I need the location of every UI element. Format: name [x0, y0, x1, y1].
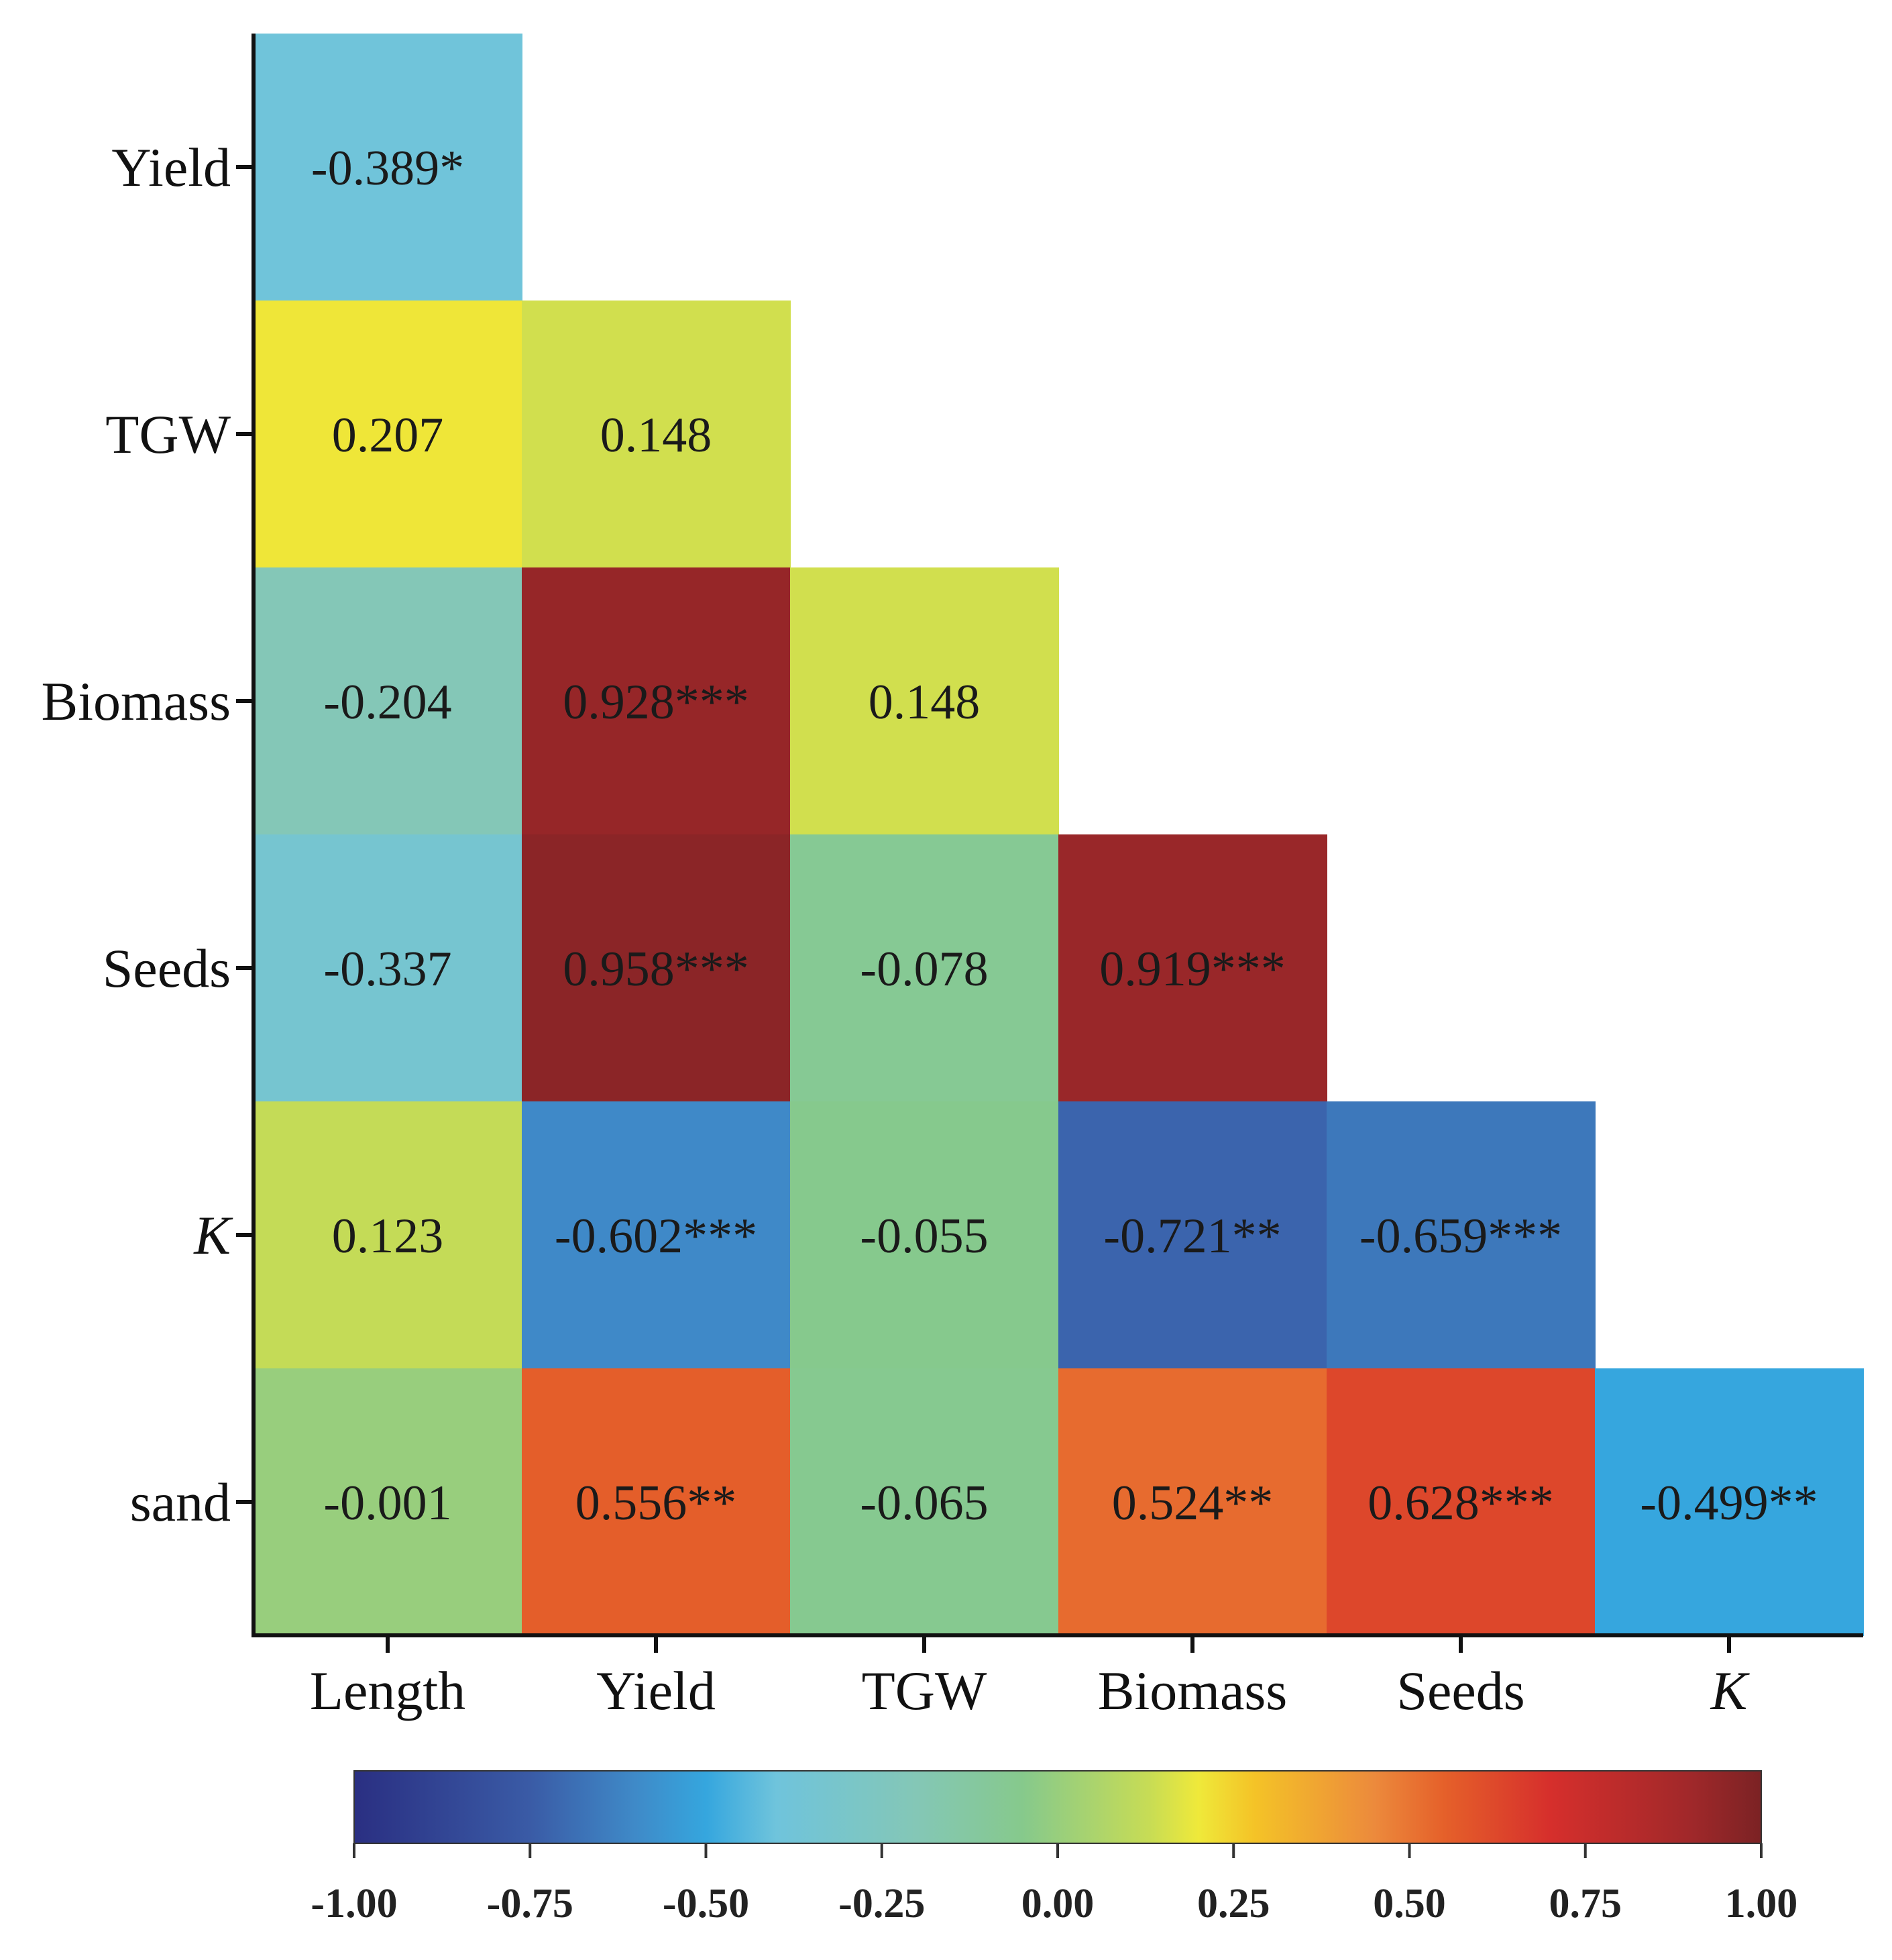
y-label-yield: Yield [111, 137, 231, 198]
colorbar-tick-label: 0.25 [1197, 1881, 1270, 1926]
cell-label-sand-biomass: 0.524** [1112, 1476, 1274, 1531]
cell-label-biomass-tgw: 0.148 [869, 675, 981, 730]
cell-label-yield-length: -0.389* [311, 141, 464, 196]
cell-label-tgw-length: 0.207 [332, 408, 444, 463]
cell-label-k-seeds: -0.659*** [1359, 1209, 1562, 1264]
colorbar-tick-label: 1.00 [1725, 1881, 1798, 1926]
cell-seeds-biomass [1058, 834, 1327, 1102]
cell-sand-k [1595, 1368, 1864, 1636]
cell-label-sand-length: -0.001 [323, 1476, 451, 1531]
cell-label-seeds-length: -0.337 [323, 942, 451, 997]
cell-biomass-length [254, 567, 522, 835]
colorbar-tick-label: 0.00 [1021, 1881, 1095, 1926]
cell-tgw-yield [522, 301, 791, 568]
cell-k-length [254, 1101, 522, 1369]
colorbar-tick-label: -0.25 [838, 1881, 925, 1926]
colorbar-tick-label: -0.75 [487, 1881, 573, 1926]
x-label-tgw: TGW [862, 1660, 987, 1721]
x-label-k: K [1710, 1660, 1750, 1721]
cell-label-k-tgw: -0.055 [860, 1209, 988, 1264]
axes [236, 34, 1863, 1653]
colorbar-tick-label: -0.50 [663, 1881, 749, 1926]
cell-yield-length [254, 34, 522, 301]
cell-label-k-length: 0.123 [332, 1209, 444, 1264]
cell-seeds-length [254, 834, 522, 1102]
cell-label-k-yield: -0.602*** [555, 1209, 757, 1264]
cell-sand-length [254, 1368, 522, 1636]
cell-sand-tgw [790, 1368, 1059, 1636]
cell-tgw-length [254, 301, 522, 568]
cell-k-seeds [1327, 1101, 1596, 1369]
cell-seeds-tgw [790, 834, 1059, 1102]
cell-label-biomass-length: -0.204 [323, 675, 451, 730]
cell-seeds-yield [522, 834, 791, 1102]
cell-k-biomass [1058, 1101, 1327, 1369]
y-label-k: K [193, 1205, 233, 1266]
cell-label-seeds-biomass: 0.919*** [1099, 942, 1286, 997]
cell-label-sand-tgw: -0.065 [860, 1476, 988, 1531]
cell-label-sand-yield: 0.556** [575, 1476, 737, 1531]
x-label-length: Length [310, 1660, 465, 1721]
cell-k-yield [522, 1101, 791, 1369]
colorbar-bar [353, 1770, 1762, 1844]
cell-label-k-biomass: -0.721** [1103, 1209, 1281, 1264]
y-label-sand: sand [130, 1472, 231, 1533]
cell-sand-biomass [1058, 1368, 1327, 1636]
colorbar-tick-label: 0.50 [1373, 1881, 1446, 1926]
cell-biomass-tgw [790, 567, 1059, 835]
cell-biomass-yield [522, 567, 791, 835]
y-label-biomass: Biomass [42, 671, 231, 732]
cell-sand-seeds [1327, 1368, 1596, 1636]
cell-label-tgw-yield: 0.148 [600, 408, 712, 463]
cell-sand-yield [522, 1368, 791, 1636]
colorbar: -1.00 -0.75 -0.50 -0.25 0.00 0.25 0.50 0.75 1.00 [311, 1770, 1798, 1926]
cell-label-sand-k: -0.499** [1640, 1476, 1818, 1531]
y-label-tgw: TGW [105, 404, 231, 465]
cell-label-seeds-tgw: -0.078 [860, 942, 988, 997]
cell-label-seeds-yield: 0.958*** [563, 942, 749, 997]
x-label-seeds: Seeds [1396, 1660, 1524, 1721]
heatmap-cells [254, 34, 1864, 1636]
cell-k-tgw [790, 1101, 1059, 1369]
x-axis-labels: Length Yield TGW Biomass Seeds K [310, 1660, 1750, 1721]
colorbar-tick-label: -1.00 [311, 1881, 397, 1926]
x-label-biomass: Biomass [1098, 1660, 1287, 1721]
colorbar-tick-label: 0.75 [1549, 1881, 1622, 1926]
x-label-yield: Yield [596, 1660, 716, 1721]
heatmap-cell-labels: -0.389* 0.207 0.148 -0.204 0.928*** 0.148 -0.3… [311, 141, 1818, 1531]
y-label-seeds: Seeds [103, 938, 231, 999]
cell-label-sand-seeds: 0.628*** [1368, 1476, 1554, 1531]
cell-label-biomass-yield: 0.928*** [563, 675, 749, 730]
